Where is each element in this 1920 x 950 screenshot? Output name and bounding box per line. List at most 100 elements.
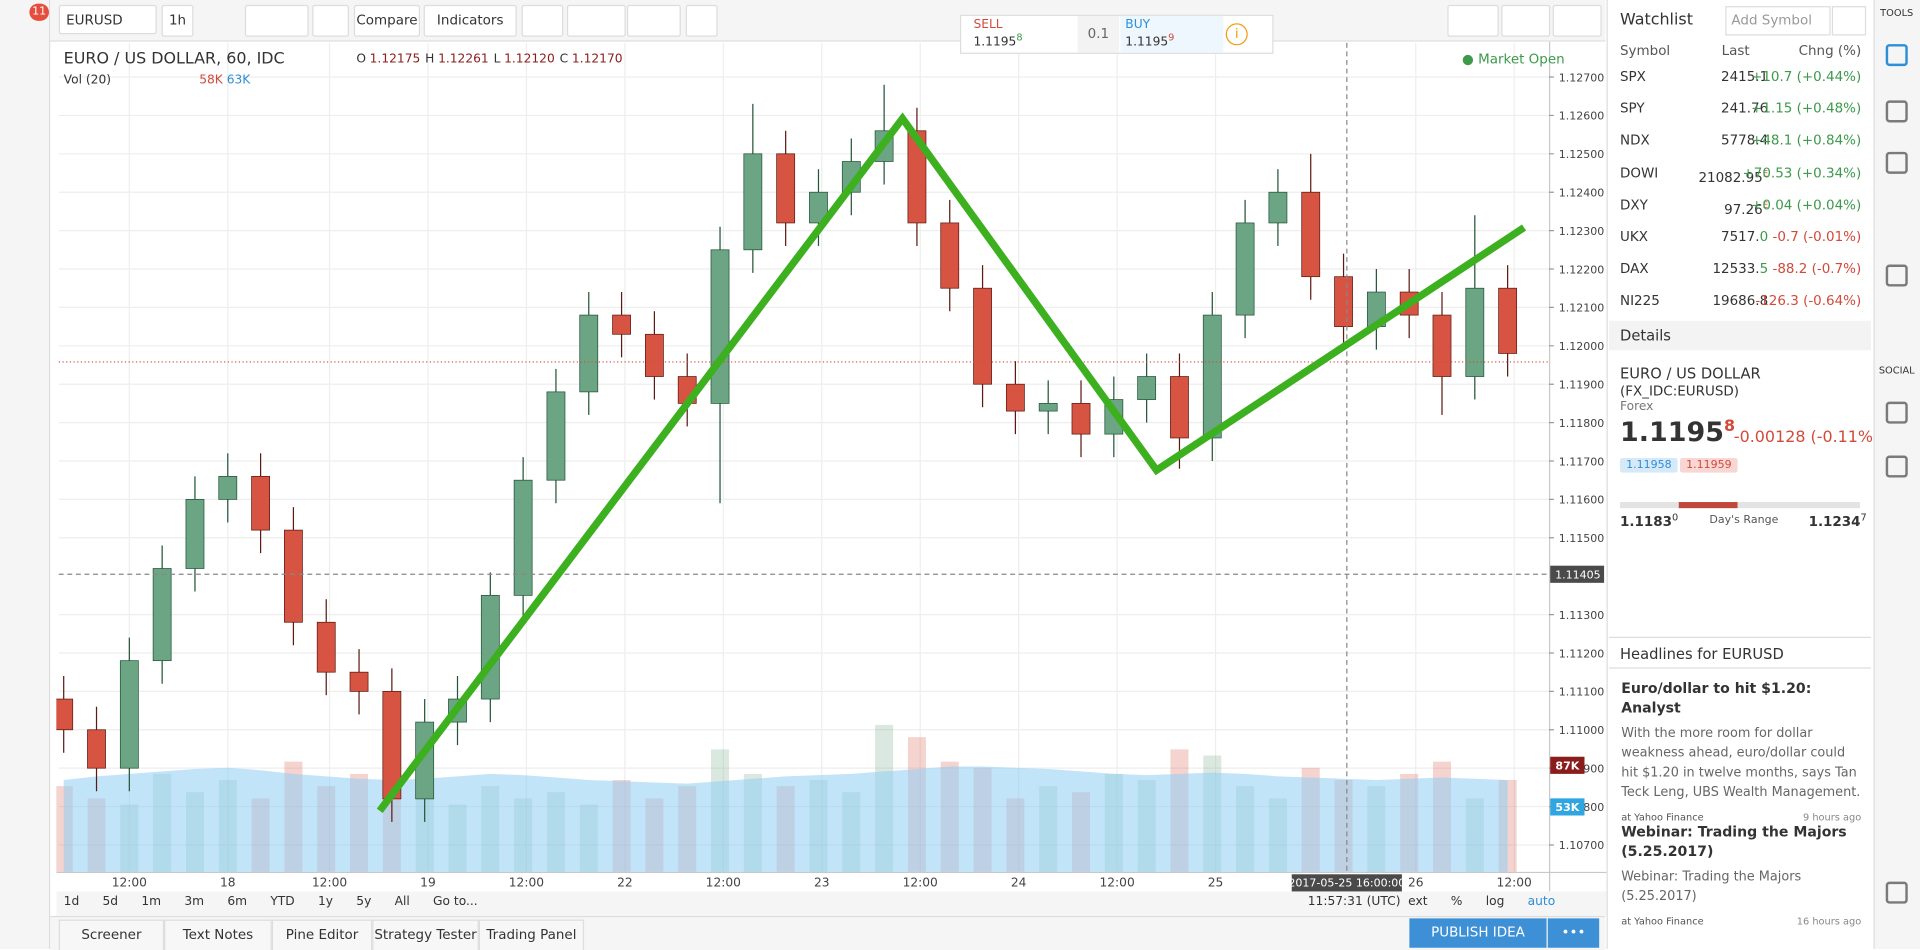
day-low: 1.11830 bbox=[1620, 512, 1678, 530]
alert-button[interactable] bbox=[521, 4, 564, 37]
bottom-tab[interactable]: Strategy Tester bbox=[372, 919, 479, 950]
watchlist-row[interactable]: DOWI 21082.95E +70.53 (+0.34%) bbox=[1609, 157, 1871, 189]
watchlist-row[interactable]: NDX 5778.4 +48.1 (+0.84%) bbox=[1609, 125, 1871, 157]
range-button[interactable]: 1y bbox=[317, 895, 334, 909]
fullscreen-button[interactable] bbox=[685, 4, 718, 37]
range-button[interactable]: Go to... bbox=[433, 895, 478, 909]
indicators-button[interactable]: Indicators bbox=[423, 4, 517, 37]
range-button[interactable]: 1m bbox=[141, 895, 162, 909]
range-button[interactable]: All bbox=[394, 895, 410, 909]
last: 97.26E bbox=[1724, 190, 1768, 226]
compare-button[interactable]: Compare bbox=[353, 4, 421, 37]
watchlist-row[interactable]: UKX 7517.0 -0.7 (-0.01%) bbox=[1609, 222, 1871, 254]
headline-source: at Yahoo Finance bbox=[1621, 915, 1704, 927]
watchlist-row[interactable]: DAX 12533.5 -88.2 (-0.7%) bbox=[1609, 254, 1871, 286]
candle-body bbox=[973, 287, 992, 385]
range-button[interactable]: YTD bbox=[270, 895, 295, 909]
info-icon[interactable]: i bbox=[1225, 23, 1248, 46]
chat-icon[interactable] bbox=[1885, 401, 1908, 424]
watchlist-row[interactable]: SPY 241.76 +1.15 (+0.48%) bbox=[1609, 93, 1871, 125]
settings-button[interactable] bbox=[312, 4, 349, 37]
last-value: 97.26 bbox=[1724, 201, 1763, 218]
y-tick-label: 1.11800 bbox=[1559, 417, 1605, 430]
headline[interactable]: Webinar: Trading the Majors (5.25.2017) W… bbox=[1621, 822, 1861, 931]
sell-button[interactable]: SELL 1.11958 bbox=[973, 16, 1076, 53]
range-button[interactable]: 5y bbox=[356, 895, 372, 909]
headline[interactable]: Euro/dollar to hit $1.20: Analyst With th… bbox=[1621, 678, 1861, 826]
last: 19686.8 bbox=[1712, 286, 1768, 318]
ideas-button[interactable] bbox=[566, 4, 626, 37]
bid: 1.11958 bbox=[1620, 457, 1678, 473]
change: -0.7 (-0.01%) bbox=[1772, 228, 1862, 245]
interval-button[interactable]: 1h bbox=[161, 4, 194, 37]
pattern-line bbox=[376, 112, 1527, 813]
axis-option[interactable]: log bbox=[1485, 895, 1505, 909]
last: 21082.95E bbox=[1698, 157, 1768, 193]
buy-label: BUY bbox=[1125, 18, 1151, 32]
bottom-tab[interactable]: Trading Panel bbox=[478, 919, 585, 950]
day-range-bar bbox=[1620, 502, 1861, 509]
volume-badge bbox=[1550, 798, 1585, 816]
range-button[interactable]: 6m bbox=[227, 895, 248, 909]
cloud-load[interactable] bbox=[1501, 4, 1551, 37]
range-button[interactable]: 1d bbox=[63, 895, 80, 909]
messages-icon[interactable] bbox=[1885, 455, 1908, 478]
headline-body: Webinar: Trading the Majors (5.25.2017) bbox=[1621, 869, 1802, 904]
add-symbol[interactable]: Add Symbol bbox=[1725, 6, 1831, 36]
undo-redo[interactable] bbox=[626, 4, 681, 37]
bottom-tab[interactable]: Text Notes bbox=[164, 919, 272, 950]
candle-body bbox=[809, 191, 828, 224]
details-price: 1.11958 bbox=[1620, 418, 1735, 449]
cloud-save[interactable] bbox=[1552, 4, 1602, 37]
y-tick-label: 1.12100 bbox=[1559, 302, 1605, 315]
candle-body bbox=[251, 475, 270, 531]
data-icon[interactable] bbox=[1885, 151, 1908, 174]
volume-a: 58K bbox=[199, 73, 223, 87]
axis-option[interactable]: auto bbox=[1527, 895, 1556, 909]
bottom-tab[interactable]: Screener bbox=[58, 919, 165, 950]
range-button[interactable]: 5d bbox=[102, 895, 119, 909]
x-tick-label: 12:00 bbox=[112, 876, 147, 890]
volume-badge bbox=[1550, 756, 1585, 774]
chart-style-button[interactable] bbox=[244, 4, 309, 37]
x-tick-label: 12:00 bbox=[1497, 876, 1532, 890]
calendar-icon[interactable] bbox=[1885, 264, 1908, 287]
legend-title: EURO / US DOLLAR, 60, IDC bbox=[63, 50, 285, 69]
day-range-fill bbox=[1678, 502, 1738, 509]
watchlist-row[interactable]: DXY 97.26E +0.04 (+0.04%) bbox=[1609, 190, 1871, 222]
candle-body bbox=[1465, 287, 1485, 377]
watchlist-menu[interactable] bbox=[1831, 6, 1867, 36]
color-button[interactable] bbox=[1447, 4, 1499, 37]
last-value: 19686.8 bbox=[1712, 293, 1769, 310]
symbol-input[interactable]: EURUSD bbox=[58, 4, 157, 35]
market-status-text: Market Open bbox=[1478, 51, 1565, 68]
range-button[interactable]: 3m bbox=[184, 895, 205, 909]
y-tick-label: 1.12500 bbox=[1559, 148, 1605, 161]
notification-badge[interactable]: 11 bbox=[29, 3, 49, 21]
watchlist-row[interactable]: NI225 19686.8 -126.3 (-0.64%) bbox=[1609, 286, 1871, 318]
axis-option[interactable]: ext bbox=[1408, 895, 1428, 909]
publish-button[interactable]: PUBLISH IDEA bbox=[1409, 918, 1547, 948]
alerts-icon[interactable] bbox=[1885, 100, 1908, 123]
settings-icon[interactable] bbox=[1885, 881, 1908, 904]
candle-body bbox=[349, 671, 369, 692]
y-tick-label: 1.12300 bbox=[1559, 225, 1605, 238]
more-button[interactable]: ••• bbox=[1547, 918, 1600, 948]
change: -126.3 (-0.64%) bbox=[1755, 293, 1862, 310]
x-tick-label: 25 bbox=[1208, 876, 1224, 890]
chart-bg bbox=[56, 41, 1607, 916]
spread: 0.1 bbox=[1077, 15, 1120, 53]
axis-option[interactable]: % bbox=[1450, 895, 1463, 909]
y-tick-label: 1.12400 bbox=[1559, 187, 1605, 200]
price: 1.1195 bbox=[1620, 417, 1724, 449]
buy-button[interactable]: BUY 1.11959 bbox=[1120, 15, 1224, 53]
watchlist-row[interactable]: SPX 2415.1 +10.7 (+0.44%) bbox=[1609, 61, 1871, 93]
candle-body bbox=[152, 568, 172, 662]
candle-body bbox=[480, 595, 500, 700]
last: 5778.4 bbox=[1721, 125, 1768, 157]
bottom-tab[interactable]: Pine Editor bbox=[271, 919, 373, 950]
sell-price: 1.1195 bbox=[973, 35, 1017, 50]
watchlist-icon[interactable] bbox=[1885, 44, 1908, 67]
x-tick-label: 12:00 bbox=[312, 876, 347, 890]
volume-b: 63K bbox=[226, 73, 251, 87]
